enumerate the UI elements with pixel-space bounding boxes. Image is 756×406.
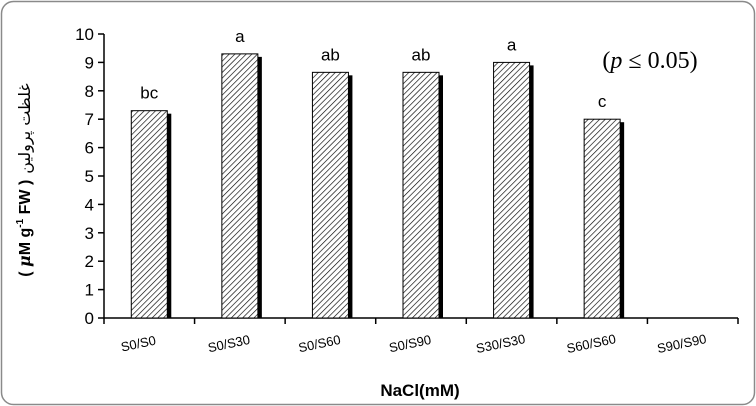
bar	[130, 110, 168, 319]
y-tick-label: 6	[85, 139, 94, 158]
y-tick-label: 1	[85, 281, 94, 300]
y-axis-unit-sup: -1	[15, 218, 26, 227]
significance-letter: a	[235, 27, 245, 46]
significance-annotation: (p ≤ 0.05)	[602, 48, 697, 74]
y-tick-label: 9	[85, 53, 94, 72]
y-tick-label: 7	[85, 110, 94, 129]
y-tick-label: 2	[85, 252, 94, 271]
bar	[583, 118, 621, 319]
x-tick-label: S0/S0	[119, 333, 157, 355]
significance-letter: bc	[140, 84, 158, 103]
annotation-p: p	[608, 48, 622, 74]
y-axis-unit-main: M g	[17, 228, 34, 256]
y-axis-label: ( μM g-1 FW ) غلظت پرولین	[15, 83, 35, 277]
bar	[402, 71, 440, 319]
y-axis-unit-open: (	[17, 267, 34, 277]
plot-area: 012345678910bcS0/S0aS0/S30abS0/S60abS0/S…	[75, 25, 739, 356]
significance-letter: ab	[321, 45, 340, 64]
y-tick-label: 3	[85, 224, 94, 243]
y-axis-title: غلظت پرولین	[15, 83, 35, 173]
bar	[493, 61, 531, 319]
y-tick-label: 0	[85, 309, 94, 328]
annotation-open: (	[602, 48, 610, 74]
svg-text:( μM g-1 FW )غلظت پرولین: ( μM g-1 FW ) غلظت پرولین	[15, 83, 35, 277]
bar	[311, 71, 349, 319]
annotation-rest: ≤ 0.05)	[622, 48, 697, 74]
significance-letter: ab	[412, 45, 431, 64]
y-tick-label: 8	[85, 82, 94, 101]
y-axis-unit-mu: μ	[15, 255, 34, 267]
significance-letter: c	[598, 92, 607, 111]
y-axis-unit-close: FW )	[17, 180, 34, 219]
y-tick-label: 4	[85, 195, 94, 214]
y-tick-label: 10	[75, 25, 94, 44]
y-tick-label: 5	[85, 167, 94, 186]
x-axis-title: NaCl(mM)	[380, 381, 459, 400]
significance-letter: a	[507, 35, 517, 54]
bar	[221, 53, 259, 319]
